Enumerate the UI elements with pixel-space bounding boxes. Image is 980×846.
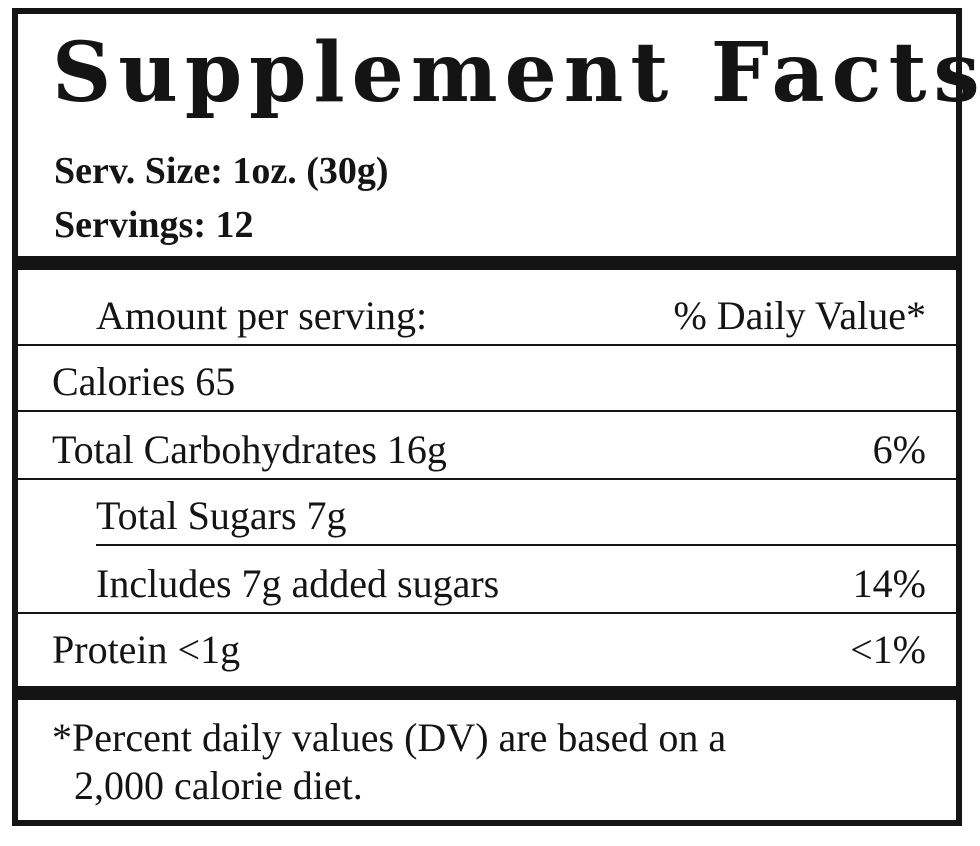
- added-sugars-dv: 14%: [852, 561, 926, 606]
- facts-header: Supplement Facts Serv. Size: 1oz. (30g) …: [18, 14, 980, 256]
- total-carbohydrates-dv: 6%: [872, 427, 926, 472]
- divider: [18, 344, 956, 346]
- divider: [18, 612, 956, 614]
- divider: [18, 410, 956, 412]
- footnote: *Percent daily values (DV) are based on …: [52, 714, 932, 810]
- footnote-line-1: *Percent daily values (DV) are based on …: [52, 715, 727, 760]
- daily-value-header: % Daily Value*: [673, 293, 926, 338]
- protein-dv: <1%: [850, 627, 926, 672]
- protein-label: Protein <1g: [52, 627, 241, 672]
- calories-row-label: Calories 65: [52, 359, 236, 404]
- thick-divider-top: [18, 256, 956, 270]
- footnote-line-2: 2,000 calorie diet.: [74, 763, 363, 808]
- facts-title: Supplement Facts: [52, 25, 980, 121]
- divider: [96, 544, 956, 546]
- total-sugars-label: Total Sugars 7g: [96, 493, 347, 538]
- divider: [18, 478, 956, 480]
- amount-per-serving-label: Amount per serving:: [96, 293, 428, 338]
- thick-divider-bottom: [18, 686, 956, 700]
- serving-size: Serv. Size: 1oz. (30g): [54, 150, 389, 192]
- servings-per-container: Servings: 12: [54, 204, 254, 246]
- total-carbohydrates-label: Total Carbohydrates 16g: [52, 427, 447, 472]
- supplement-facts-panel: Supplement Facts Serv. Size: 1oz. (30g) …: [12, 8, 980, 826]
- added-sugars-label: Includes 7g added sugars: [96, 561, 500, 606]
